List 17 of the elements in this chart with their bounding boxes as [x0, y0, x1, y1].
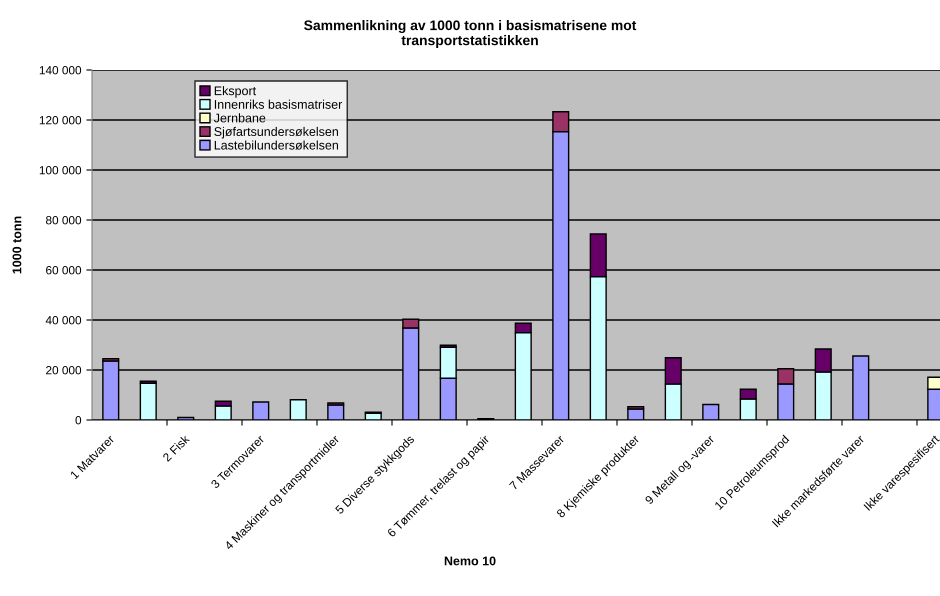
y-tick-label: 20 000	[46, 366, 82, 374]
y-tick-label: 120 000	[40, 116, 82, 124]
y-tick-label: 40 000	[46, 316, 82, 324]
legend-label: Jernbane	[214, 113, 266, 122]
chart-title: Sammenlikning av 1000 tonn i basismatrisene mot transportstatistikken	[304, 20, 636, 48]
legend-label: Innenriks basismatriser	[214, 100, 342, 109]
x-axis-title: Nemo 10	[444, 556, 496, 566]
y-tick-label: 140 000	[40, 66, 82, 74]
legend-label: Sjøfartsundersøkelsen	[214, 126, 338, 138]
y-axis-title: 1000 tonn	[12, 216, 22, 274]
legend-label: Lastebilundersøkelsen	[214, 140, 338, 150]
y-tick-label: 100 000	[40, 166, 82, 174]
legend-label: Eksport	[214, 86, 256, 98]
y-tick-label: 0	[75, 416, 82, 424]
y-tick-label: 80 000	[46, 216, 82, 224]
y-tick-label: 60 000	[46, 266, 82, 274]
x-tick-label: 2 Fisk	[162, 434, 190, 462]
